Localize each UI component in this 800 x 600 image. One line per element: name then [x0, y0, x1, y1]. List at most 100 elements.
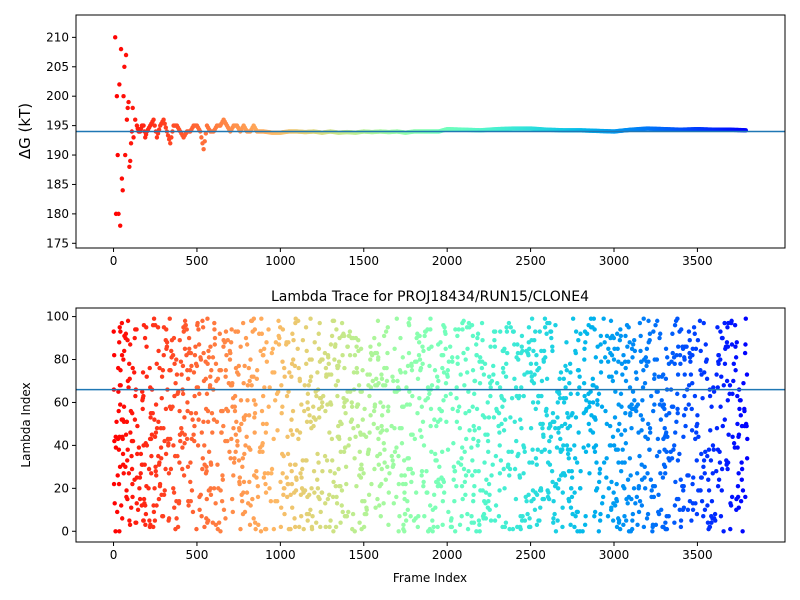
lambda-point	[664, 526, 670, 532]
lambda-point	[737, 406, 742, 412]
lambda-point	[439, 449, 445, 455]
lambda-point	[260, 393, 266, 399]
lambda-point	[163, 466, 168, 472]
lambda-point	[647, 338, 652, 343]
lambda-point	[690, 353, 695, 358]
lambda-point	[588, 389, 593, 394]
lambda-point	[181, 473, 187, 478]
lambda-point	[742, 350, 748, 356]
lambda-point	[637, 499, 643, 504]
lambda-point	[506, 462, 511, 467]
lambda-point	[708, 458, 714, 463]
lambda-point	[354, 483, 359, 489]
lambda-point	[280, 327, 286, 332]
lambda-point	[339, 320, 345, 326]
lambda-point	[451, 477, 456, 482]
lambda-point	[725, 398, 730, 403]
lambda-point	[675, 391, 680, 397]
lambda-point	[212, 327, 217, 332]
lambda-point	[675, 458, 681, 463]
lambda-point	[128, 430, 133, 435]
lambda-point	[647, 447, 652, 452]
lambda-point	[538, 505, 543, 510]
lambda-point	[553, 322, 558, 328]
lambda-point	[629, 496, 634, 502]
lambda-point	[205, 419, 211, 424]
lambda-point	[163, 451, 169, 457]
lambda-point	[235, 329, 241, 334]
lambda-point	[438, 483, 444, 489]
lambda-point	[442, 325, 447, 330]
lambda-point	[557, 376, 562, 382]
lambda-point	[198, 492, 203, 497]
lambda-point	[644, 346, 650, 351]
lambda-point	[357, 520, 362, 525]
lambda-point	[219, 430, 224, 435]
lambda-point	[692, 331, 697, 336]
lambda-point	[551, 516, 556, 521]
lambda-point	[372, 402, 378, 407]
lambda-point	[123, 432, 129, 437]
lambda-point	[332, 471, 337, 476]
lambda-point	[299, 402, 304, 407]
lambda-point	[642, 475, 647, 480]
lambda-point	[242, 451, 247, 457]
lambda-point	[743, 342, 748, 347]
lambda-point	[575, 391, 580, 397]
lambda-point	[224, 353, 229, 358]
lambda-point	[227, 357, 233, 362]
lambda-x-tick-label: 1500	[348, 548, 379, 562]
lambda-point	[125, 447, 130, 452]
lambda-point	[466, 320, 472, 326]
lambda-point	[659, 507, 664, 512]
lambda-point	[362, 406, 367, 412]
lambda-point	[489, 473, 494, 478]
lambda-point	[739, 466, 745, 472]
lambda-point	[247, 378, 252, 384]
lambda-point	[402, 490, 407, 495]
lambda-point	[566, 415, 571, 420]
lambda-point	[563, 385, 568, 390]
lambda-point	[157, 460, 162, 465]
lambda-point	[651, 494, 657, 500]
lambda-point	[688, 359, 693, 364]
lambda-point	[455, 361, 460, 367]
lambda-point	[672, 520, 677, 525]
lambda-point	[711, 389, 717, 394]
lambda-point	[206, 355, 212, 360]
lambda-point	[698, 348, 703, 354]
lambda-point	[515, 342, 520, 347]
lambda-point	[622, 359, 628, 364]
lambda-point	[183, 322, 188, 328]
lambda-point	[675, 372, 681, 377]
lambda-point	[209, 410, 215, 416]
lambda-point	[355, 423, 361, 429]
lambda-point	[611, 335, 617, 341]
delta-g-point	[126, 99, 131, 105]
lambda-point	[462, 383, 467, 388]
lambda-point	[415, 376, 421, 382]
lambda-point	[193, 410, 199, 416]
lambda-point	[539, 393, 544, 399]
lambda-point	[477, 380, 483, 386]
lambda-point	[298, 471, 303, 476]
lambda-point	[560, 490, 565, 495]
lambda-point	[379, 413, 385, 418]
lambda-point	[376, 436, 381, 442]
lambda-point	[182, 415, 187, 420]
lambda-point	[623, 378, 629, 384]
lambda-point	[410, 432, 415, 437]
lambda-point	[591, 383, 596, 388]
lambda-point	[435, 385, 440, 390]
lambda-point	[185, 464, 191, 470]
lambda-point	[528, 361, 534, 367]
lambda-point	[116, 481, 122, 487]
lambda-point	[735, 483, 741, 489]
lambda-point	[161, 426, 166, 431]
lambda-point	[676, 496, 681, 502]
lambda-point	[524, 499, 529, 504]
lambda-point	[138, 471, 143, 476]
lambda-point	[483, 490, 489, 495]
lambda-point	[153, 430, 159, 435]
lambda-point	[228, 456, 233, 461]
